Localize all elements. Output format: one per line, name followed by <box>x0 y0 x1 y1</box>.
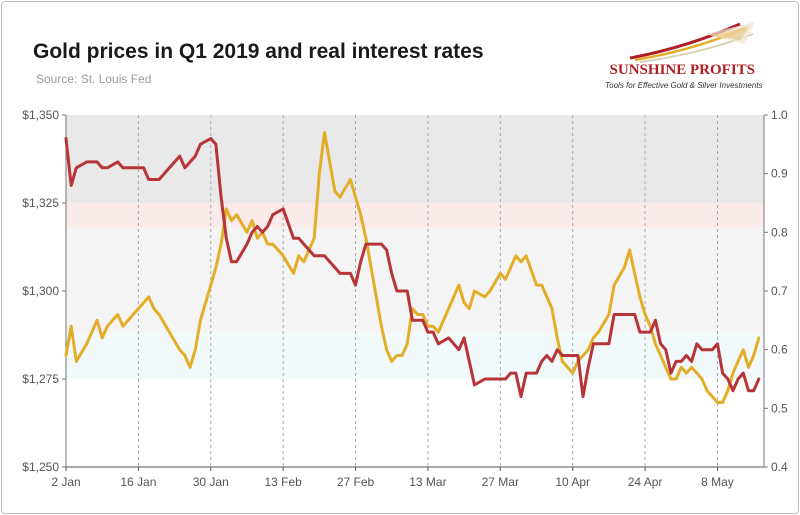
chart-source: Source: St. Louis Fed <box>36 72 152 86</box>
left-tick-label-1: $1,325 <box>22 196 59 210</box>
x-tick-label-7: 10 Apr <box>555 475 590 489</box>
right-tick-label-6: 0.4 <box>771 460 788 474</box>
x-tick-label-8: 24 Apr <box>628 475 663 489</box>
left-axis-ticks: $1,350 $1,325 $1,300 $1,275 $1,250 <box>22 108 66 474</box>
x-tick-label-4: 27 Feb <box>337 475 375 489</box>
right-tick-label-1: 0.9 <box>771 167 788 181</box>
right-axis-ticks: 1.0 0.9 0.8 0.7 0.6 0.5 0.4 <box>764 108 788 474</box>
series-line-1 <box>64 137 761 399</box>
x-tick-label-0: 2 Jan <box>51 475 80 489</box>
x-tick-label-1: 16 Jan <box>120 475 156 489</box>
x-tick-label-6: 27 Mar <box>482 475 519 489</box>
right-tick-label-5: 0.5 <box>771 401 788 415</box>
series-line-0 <box>64 131 761 404</box>
right-tick-label-3: 0.7 <box>771 284 788 298</box>
x-tick-label-2: 30 Jan <box>193 475 229 489</box>
sunshine-profits-logo: SUNSHINE PROFITS Tools for Effective Gol… <box>605 20 798 110</box>
x-axis-ticks: 2 Jan 16 Jan 30 Jan 13 Feb 27 Feb 13 Mar 27 Ma… <box>51 467 734 489</box>
band-3 <box>66 333 764 379</box>
logo-swoosh-icon <box>629 22 755 63</box>
left-tick-label-2: $1,300 <box>22 284 59 298</box>
left-tick-label-4: $1,250 <box>22 460 59 474</box>
x-tick-label-5: 13 Mar <box>409 475 446 489</box>
left-tick-label-0: $1,350 <box>22 108 59 122</box>
logo-name: SUNSHINE PROFITS <box>609 62 755 78</box>
x-tick-label-9: 8 May <box>701 475 734 489</box>
vertical-gridlines <box>137 115 718 467</box>
band-2 <box>66 227 764 334</box>
band-0 <box>66 115 764 203</box>
x-tick-label-3: 13 Feb <box>264 475 302 489</box>
right-tick-label-2: 0.8 <box>771 225 788 239</box>
right-tick-label-4: 0.6 <box>771 343 788 357</box>
logo-tagline: Tools for Effective Gold & Silver Invest… <box>605 81 763 90</box>
chart-title: Gold prices in Q1 2019 and real interest… <box>33 40 484 63</box>
left-tick-label-3: $1,275 <box>22 372 59 386</box>
series-lines <box>64 131 761 404</box>
band-1 <box>66 203 764 228</box>
right-tick-label-0: 1.0 <box>771 108 788 122</box>
